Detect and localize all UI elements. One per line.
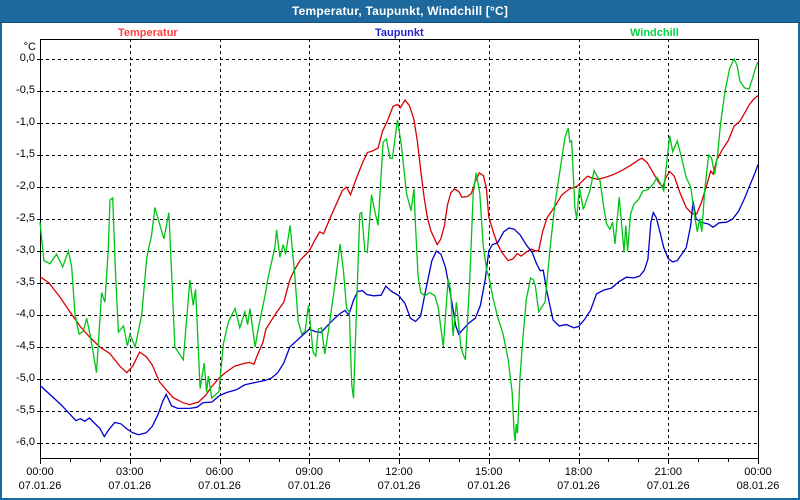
series-line-taupunkt: [39, 164, 759, 438]
x-date-label: 07.01.26: [467, 480, 511, 492]
x-date-label: 07.01.26: [108, 480, 152, 492]
y-tick-label: -1,0: [16, 116, 35, 128]
y-tick-label: -6,0: [16, 436, 35, 448]
x-date-label: 07.01.26: [287, 480, 331, 492]
x-tick-label: 15:00: [474, 466, 503, 478]
y-axis-unit-label: °C: [23, 41, 36, 53]
y-tick-label: -4,5: [16, 340, 35, 352]
window-title: Temperatur, Taupunkt, Windchill [°C]: [291, 4, 509, 18]
legend-temperatur: Temperatur: [118, 27, 178, 39]
y-tick-label: -3,5: [16, 276, 35, 288]
y-tick-label: -3,0: [16, 244, 35, 256]
x-tick-label: 00:00: [744, 466, 772, 478]
y-tick-label: -0,5: [16, 84, 35, 96]
x-tick-label: 18:00: [564, 466, 593, 478]
x-date-label: 07.01.26: [646, 480, 690, 492]
x-date-label: 07.01.26: [198, 480, 241, 492]
x-date-label: 07.01.26: [18, 480, 62, 492]
y-tick-label: -5,5: [16, 404, 35, 416]
y-tick-label: 0,0: [19, 52, 35, 64]
x-tick-label: 21:00: [654, 466, 683, 478]
x-tick-label: 00:00: [26, 466, 54, 478]
window-titlebar: Temperatur, Taupunkt, Windchill [°C]: [0, 0, 800, 23]
x-tick-label: 09:00: [295, 466, 324, 478]
y-tick-label: -2,0: [16, 180, 35, 192]
y-tick-label: -4,0: [16, 308, 35, 320]
y-tick-label: -1,5: [16, 148, 35, 160]
series-line-temperatur: [39, 95, 759, 406]
x-tick-label: 03:00: [115, 466, 144, 478]
y-tick-label: -2,5: [16, 212, 35, 224]
legend-windchill: Windchill: [630, 27, 679, 39]
y-tick-label: -5,0: [16, 372, 35, 384]
x-tick-label: 12:00: [385, 466, 413, 478]
x-date-label: 07.01.26: [377, 480, 421, 492]
x-tick-label: 06:00: [205, 466, 234, 478]
plot-frame: [40, 39, 759, 459]
series-line-windchill: [39, 57, 759, 442]
x-date-label: 08.01.26: [736, 480, 780, 492]
x-date-label: 07.01.26: [557, 480, 600, 492]
legend-taupunkt: Taupunkt: [375, 27, 424, 39]
